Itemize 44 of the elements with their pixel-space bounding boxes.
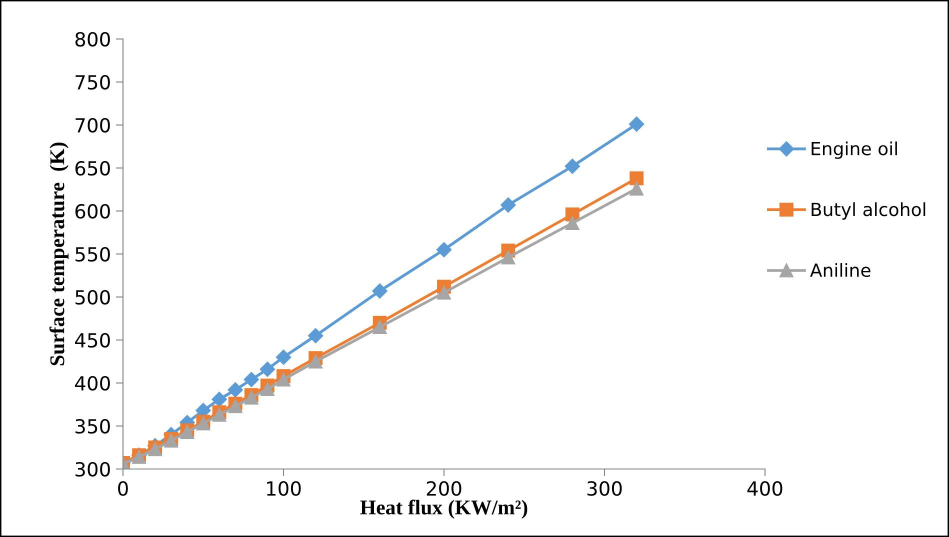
point xyxy=(501,250,516,264)
point xyxy=(629,116,644,132)
point xyxy=(276,372,290,387)
point xyxy=(437,286,451,300)
point xyxy=(630,171,644,186)
y-tick-label: 700 xyxy=(76,118,110,133)
point xyxy=(212,408,226,422)
x-tick-label: 200 xyxy=(426,481,462,496)
point xyxy=(244,372,259,388)
point xyxy=(228,382,243,398)
x-tick-label: 400 xyxy=(747,481,782,496)
point xyxy=(308,328,324,344)
y-tick-label: 450 xyxy=(75,332,110,348)
point xyxy=(228,399,242,414)
point xyxy=(372,283,388,299)
point xyxy=(276,350,292,365)
y-tick-label: 500 xyxy=(76,290,110,305)
point xyxy=(212,392,227,407)
point xyxy=(260,362,276,377)
point xyxy=(564,158,580,174)
y-tick-label: 400 xyxy=(75,376,110,391)
point xyxy=(436,242,452,258)
x-tick-label: 100 xyxy=(267,481,301,496)
y-tick-label: 650 xyxy=(75,160,110,176)
point xyxy=(372,320,387,334)
y-axis-title: Surface temperature (K) xyxy=(49,142,69,366)
y-tick-label: 350 xyxy=(76,418,110,434)
x-tick-label: 300 xyxy=(587,481,622,496)
legend-label: Butyl alcohol xyxy=(812,202,926,220)
legend-label: Engine oil xyxy=(812,141,897,159)
point xyxy=(500,197,516,213)
point xyxy=(565,216,580,230)
point xyxy=(630,182,644,196)
y-tick-label: 800 xyxy=(75,32,110,47)
x-tick-label: 0 xyxy=(118,481,128,496)
y-tick-label: 750 xyxy=(76,74,110,90)
x-axis-title: Heat flux (KW/m²) xyxy=(360,500,528,519)
y-tick-label: 300 xyxy=(76,462,110,477)
legend-label: Aniline xyxy=(810,263,870,278)
y-tick-label: 600 xyxy=(75,204,110,219)
point xyxy=(244,390,258,405)
point xyxy=(308,354,323,368)
point xyxy=(260,382,274,396)
y-tick-label: 550 xyxy=(76,246,110,262)
